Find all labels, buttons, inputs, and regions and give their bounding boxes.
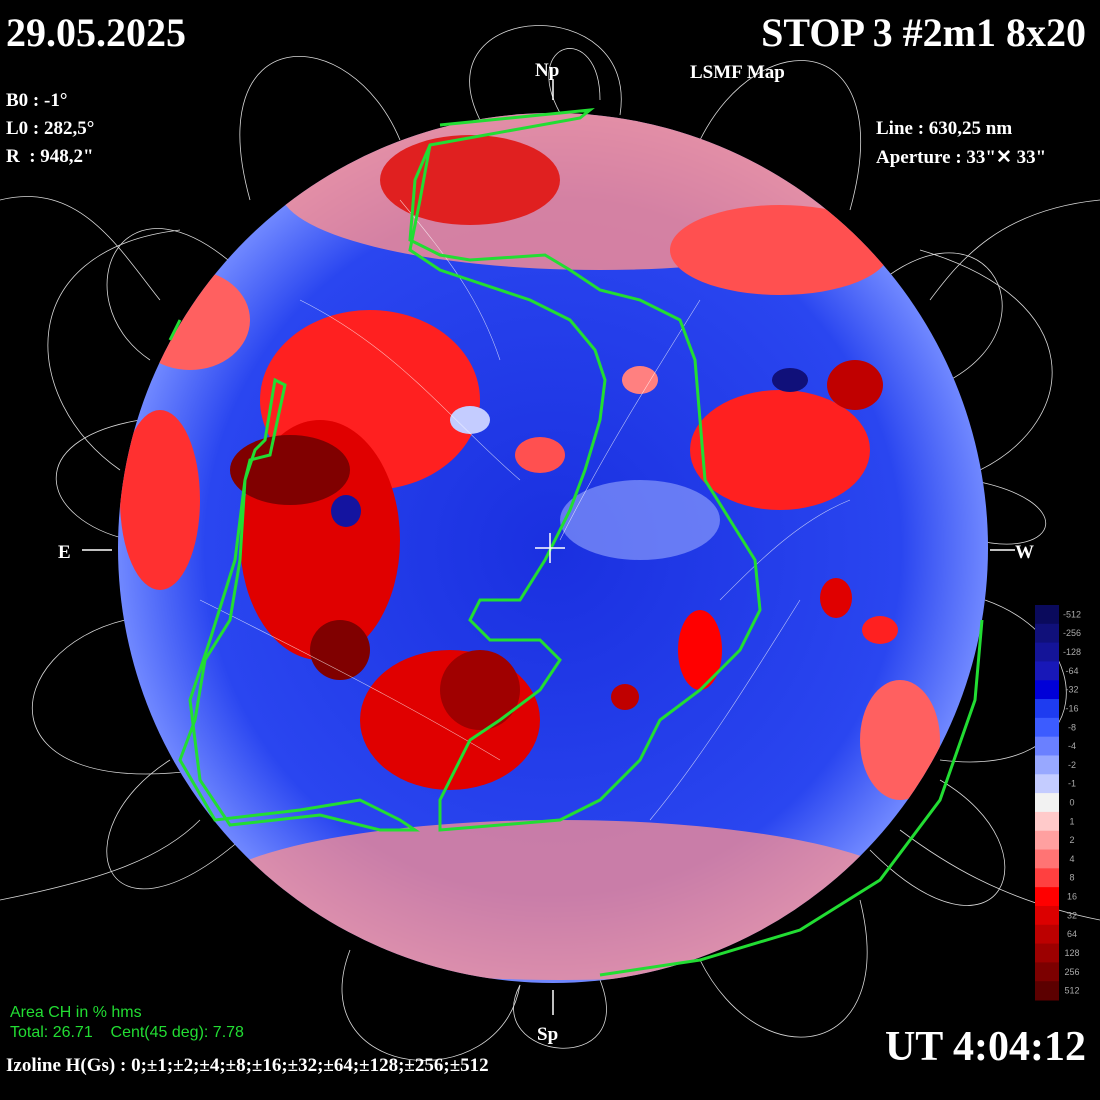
ch-area-title: Area CH in % hms	[10, 1004, 142, 1021]
colorbar-swatch	[1035, 830, 1059, 851]
colorbar-label: -128	[1063, 647, 1081, 657]
center-cross	[535, 533, 565, 563]
colorbar-label: -32	[1065, 685, 1078, 695]
colorbar-swatch	[1035, 924, 1059, 945]
colorbar-swatch	[1035, 623, 1059, 644]
west-label: W	[1015, 542, 1034, 563]
colorbar-swatch	[1035, 642, 1059, 662]
aperture: Aperture : 33"✕ 33"	[876, 147, 1046, 168]
izoline: Izoline H(Gs) : 0;±1;±2;±4;±8;±16;±32;±6…	[6, 1055, 489, 1076]
colorbar-swatch	[1035, 661, 1059, 681]
l0: L0 : 282,5°	[6, 118, 94, 139]
date: 29.05.2025	[6, 10, 186, 55]
colorbar-label: 256	[1064, 967, 1079, 977]
east-label: E	[58, 542, 71, 563]
colorbar-label: -4	[1068, 741, 1076, 751]
colorbar-swatch	[1035, 943, 1059, 963]
colorbar-label: -64	[1065, 666, 1078, 676]
colorbar-label: 4	[1069, 854, 1074, 864]
colorbar-swatch	[1035, 905, 1059, 926]
colorbar-label: 1	[1069, 816, 1074, 826]
colorbar-swatch	[1035, 887, 1059, 907]
colorbar-label: 0	[1069, 798, 1074, 808]
axis-ticks	[82, 80, 1015, 1015]
colorbar-label: 32	[1067, 910, 1077, 920]
radius: R : 948,2"	[6, 146, 94, 167]
colorbar: -512 -256 -128 -64 -32 -16 -8 -4 -2 -1 0 1 2 4 8 16 32 64…	[1035, 605, 1081, 1001]
colorbar-swatch	[1035, 680, 1059, 700]
colorbar-swatch	[1035, 717, 1059, 738]
disk-field-lines	[199, 199, 851, 821]
colorbar-label: -256	[1063, 628, 1081, 638]
title: STOP 3 #2m1 8x20	[761, 10, 1086, 55]
colorbar-swatch	[1035, 699, 1059, 719]
coronal-hole-contours	[168, 108, 984, 977]
colorbar-swatch	[1035, 811, 1059, 832]
colorbar-label: -2	[1068, 760, 1076, 770]
disk-features	[120, 113, 940, 980]
colorbar-label: -1	[1068, 779, 1076, 789]
subtitle: LSMF Map	[690, 62, 785, 83]
colorbar-swatch	[1035, 962, 1059, 982]
colorbar-label: 64	[1067, 929, 1077, 939]
ch-area-values: Total: 26.71 Cent(45 deg): 7.78	[10, 1024, 244, 1041]
b0: B0 : -1°	[6, 90, 67, 111]
colorbar-label: 128	[1064, 948, 1079, 958]
north-label: Np	[535, 60, 559, 81]
colorbar-label: 16	[1067, 892, 1077, 902]
south-label: Sp	[537, 1024, 558, 1045]
colorbar-swatch	[1035, 736, 1059, 756]
colorbar-swatch	[1035, 868, 1059, 888]
line: Line : 630,25 nm	[876, 118, 1012, 139]
colorbar-swatch	[1035, 774, 1059, 794]
colorbar-label: -8	[1068, 722, 1076, 732]
time: UT 4:04:12	[885, 1024, 1086, 1070]
colorbar-swatch	[1035, 981, 1059, 1001]
colorbar-label: -512	[1063, 609, 1081, 619]
colorbar-label: 512	[1064, 986, 1079, 996]
colorbar-swatch	[1035, 755, 1059, 775]
colorbar-swatch	[1035, 793, 1059, 813]
colorbar-label: 8	[1069, 873, 1074, 883]
colorbar-label: 2	[1069, 835, 1074, 845]
colorbar-label: -16	[1065, 703, 1078, 713]
colorbar-swatch	[1035, 605, 1059, 625]
colorbar-swatch	[1035, 849, 1059, 869]
field-lines	[0, 25, 1100, 1061]
